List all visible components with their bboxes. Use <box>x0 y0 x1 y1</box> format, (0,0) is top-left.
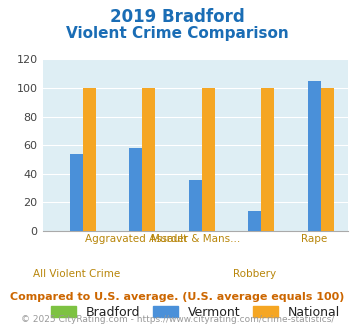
Bar <box>83 88 96 231</box>
Bar <box>202 88 215 231</box>
Bar <box>189 180 202 231</box>
Bar <box>129 148 142 231</box>
Legend: Bradford, Vermont, National: Bradford, Vermont, National <box>50 306 340 319</box>
Bar <box>142 88 155 231</box>
Bar <box>261 88 274 231</box>
Text: 2019 Bradford: 2019 Bradford <box>110 8 245 26</box>
Bar <box>321 88 334 231</box>
Text: Robbery: Robbery <box>233 269 277 279</box>
Text: © 2025 CityRating.com - https://www.cityrating.com/crime-statistics/: © 2025 CityRating.com - https://www.city… <box>21 315 334 324</box>
Bar <box>70 154 83 231</box>
Text: All Violent Crime: All Violent Crime <box>33 269 120 279</box>
Text: Compared to U.S. average. (U.S. average equals 100): Compared to U.S. average. (U.S. average … <box>10 292 345 302</box>
Bar <box>308 81 321 231</box>
Text: Violent Crime Comparison: Violent Crime Comparison <box>66 26 289 41</box>
Bar <box>248 211 261 231</box>
